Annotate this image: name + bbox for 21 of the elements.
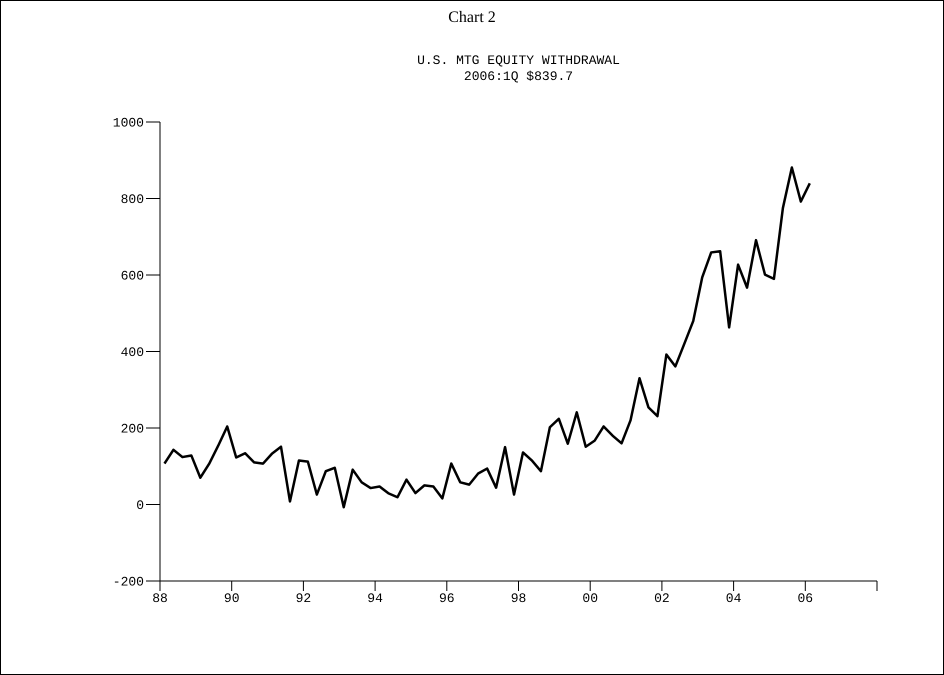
x-tick-label: 88 — [152, 591, 168, 606]
y-tick-label: 200 — [120, 422, 144, 437]
y-tick-label: 0 — [136, 498, 144, 514]
y-tick-label: 1000 — [112, 116, 144, 131]
x-tick-label: 98 — [510, 591, 526, 606]
x-tick-label: 02 — [654, 591, 670, 606]
x-tick-label: 00 — [582, 591, 598, 606]
x-tick-label: 94 — [367, 591, 384, 606]
text: 2006:1Q $839.7 — [462, 69, 574, 84]
x-tick-label: 96 — [438, 591, 455, 606]
x-tick-label: 06 — [797, 591, 814, 606]
y-tick-label: 800 — [120, 192, 144, 208]
chart-title: Chart 2 — [447, 9, 497, 27]
y-tick-label: 600 — [120, 268, 144, 284]
x-tick-label: 04 — [726, 591, 742, 606]
chart-subtitle: U.S. MTG EQUITY WITHDRAWAL — [416, 53, 621, 68]
x-tick-label: 92 — [296, 591, 312, 606]
line-series — [163, 166, 812, 508]
y-tick-label: 400 — [120, 345, 144, 360]
x-tick-label: 90 — [224, 591, 240, 606]
y-tick-label: -200 — [112, 574, 144, 590]
